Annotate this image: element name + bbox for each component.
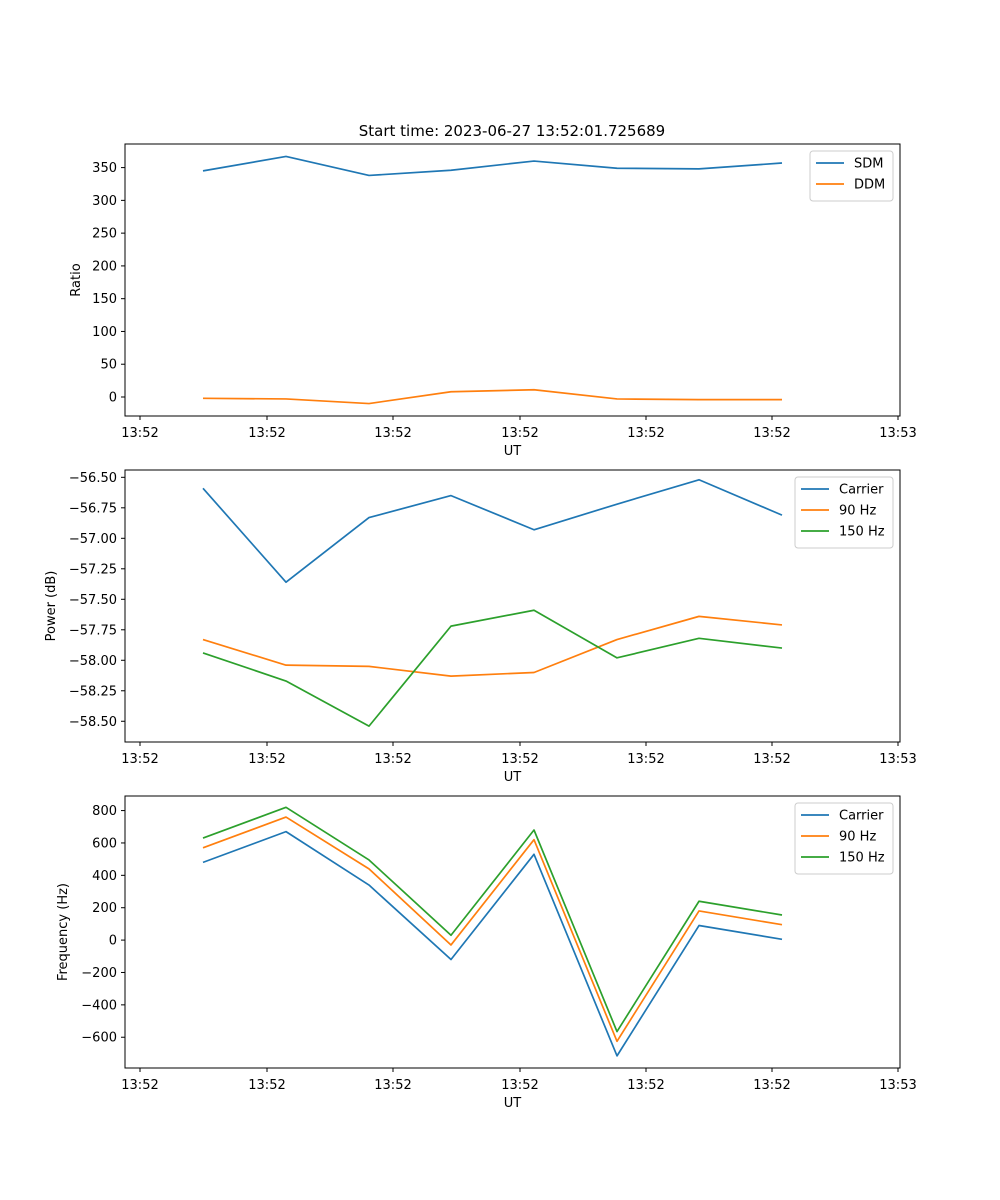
x-tick-label: 13:52 — [121, 1078, 158, 1093]
y-tick-label: 0 — [109, 934, 117, 949]
x-tick-label: 13:52 — [248, 426, 285, 441]
y-tick-label: 250 — [92, 227, 117, 242]
legend: Carrier 90 Hz 150 Hz — [794, 476, 894, 549]
y-tick-label: −56.75 — [69, 501, 117, 516]
y-axis-label: Ratio — [69, 263, 84, 296]
legend-label: 150 Hz — [839, 525, 885, 540]
x-tick-label: 13:52 — [374, 426, 411, 441]
y-tick-label: −200 — [81, 966, 117, 981]
x-tick-label: 13:52 — [248, 752, 285, 767]
x-tick-label: 13:52 — [501, 752, 538, 767]
y-tick-label: 0 — [109, 390, 117, 405]
y-tick-label: 200 — [92, 901, 117, 916]
y-axis-label: Power (dB) — [44, 571, 59, 642]
y-tick-label: −57.25 — [69, 562, 117, 577]
series-line-150-hz — [202, 806, 783, 1033]
x-tick-label: 13:52 — [627, 426, 664, 441]
series-line-150-hz — [202, 609, 783, 727]
plot-frame — [124, 143, 901, 417]
legend-label: Carrier — [839, 483, 884, 498]
legend-label: Carrier — [839, 809, 884, 824]
x-tick-label: 13:52 — [627, 752, 664, 767]
x-axis-label: UT — [504, 444, 522, 459]
y-tick-label: −57.50 — [69, 593, 117, 608]
x-tick-label: 13:52 — [501, 1078, 538, 1093]
y-tick-label: 350 — [92, 161, 117, 176]
x-tick-label: 13:52 — [501, 426, 538, 441]
x-tick-label: 13:52 — [121, 752, 158, 767]
y-tick-label: −57.00 — [69, 532, 117, 547]
x-axis-label: UT — [504, 1096, 522, 1111]
y-tick-label: 800 — [92, 804, 117, 819]
series-line-carrier — [202, 830, 783, 1057]
y-tick-label: 200 — [92, 259, 117, 274]
x-tick-label: 13:52 — [374, 1078, 411, 1093]
series-line-90-hz — [202, 816, 783, 1043]
x-tick-label: 13:52 — [248, 1078, 285, 1093]
series-line-90-hz — [202, 615, 783, 677]
y-tick-label: 100 — [92, 325, 117, 340]
x-tick-label: 13:52 — [753, 752, 790, 767]
series-line-sdm — [202, 155, 783, 177]
legend-label: SDM — [854, 157, 883, 172]
x-tick-label: 13:53 — [879, 1078, 916, 1093]
y-tick-label: 300 — [92, 194, 117, 209]
x-tick-label: 13:52 — [627, 1078, 664, 1093]
y-tick-label: 50 — [100, 358, 117, 373]
y-tick-label: −56.50 — [69, 471, 117, 486]
legend: Carrier 90 Hz 150 Hz — [794, 802, 894, 875]
x-tick-label: 13:52 — [753, 1078, 790, 1093]
chart-panel-3: −600 −400 −200 0 200 400 600 800 13:52 13:52 13:52… — [56, 795, 917, 1111]
chart-title: Start time: 2023-06-27 13:52:01.725689 — [359, 122, 665, 140]
y-tick-label: −400 — [81, 998, 117, 1013]
y-axis-label: Frequency (Hz) — [56, 883, 71, 981]
x-tick-label: 13:53 — [879, 752, 916, 767]
y-tick-label: 150 — [92, 292, 117, 307]
legend: SDM DDM — [809, 150, 894, 202]
x-tick-label: 13:52 — [753, 426, 790, 441]
legend-label: DDM — [854, 178, 885, 193]
y-tick-label: 400 — [92, 869, 117, 884]
chart-panel-2: −58.50 −58.25 −58.00 −57.75 −57.50 −57.25 −57.… — [44, 469, 917, 785]
plot-frame — [124, 795, 901, 1069]
x-tick-label: 13:52 — [121, 426, 158, 441]
y-tick-label: −57.75 — [69, 623, 117, 638]
legend-label: 150 Hz — [839, 851, 885, 866]
series-line-carrier — [202, 478, 783, 584]
y-tick-label: −58.25 — [69, 684, 117, 699]
x-tick-label: 13:53 — [879, 426, 916, 441]
plot-frame — [124, 469, 901, 743]
y-tick-label: −600 — [81, 1031, 117, 1046]
legend-label: 90 Hz — [839, 830, 876, 845]
legend-label: 90 Hz — [839, 504, 876, 519]
y-tick-label: 600 — [92, 836, 117, 851]
series-line-ddm — [202, 388, 782, 405]
chart-panel-1: 0 50 100 150 200 250 300 350 13:52 13:52 13:52 13:5… — [69, 143, 917, 459]
x-axis-label: UT — [504, 770, 522, 785]
y-tick-label: −58.50 — [69, 715, 117, 730]
y-tick-label: −58.00 — [69, 654, 117, 669]
x-tick-label: 13:52 — [374, 752, 411, 767]
